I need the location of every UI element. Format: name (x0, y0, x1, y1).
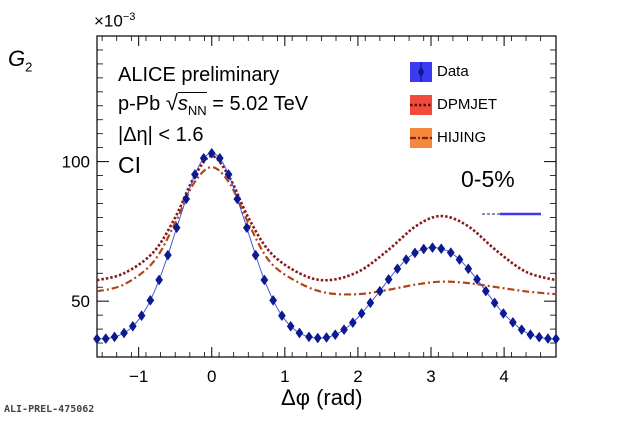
data-point (191, 169, 199, 180)
x-tick-label: −1 (129, 367, 148, 386)
x-tick-label: 0 (207, 367, 216, 386)
sqrt-s-sub: NN (187, 103, 207, 118)
data-point (428, 242, 437, 254)
legend-swatch-hijing (410, 128, 432, 148)
data-point (172, 222, 181, 234)
y-tick-label: 50 (71, 292, 90, 311)
system-label: p-Pb (118, 93, 161, 115)
x-axis-label: Δφ (rad) (281, 385, 363, 410)
data-point (526, 329, 535, 341)
data-point (393, 263, 402, 275)
x-tick-label: 3 (426, 367, 435, 386)
data-point (278, 310, 286, 322)
data-point (199, 152, 208, 164)
y-axis-label: G2 (8, 46, 33, 75)
data-point (163, 249, 172, 261)
data-point (128, 320, 137, 332)
y-tick-label: 100 (62, 153, 90, 172)
eta-cut-label: |Δη| < 1.6 (118, 124, 204, 146)
data-point (375, 285, 384, 297)
data-point (446, 247, 455, 259)
x-tick-label: 4 (499, 367, 508, 386)
data-point (499, 308, 508, 319)
data-point (508, 316, 517, 328)
data-point (322, 332, 331, 343)
data-point (313, 332, 322, 344)
series-layer (93, 147, 560, 345)
data-point (146, 294, 155, 306)
axis-ticks: −1 0 1 2 3 4 50 100 (62, 35, 556, 386)
x-tick-label: 2 (353, 367, 362, 386)
data-point (251, 249, 260, 261)
centrality-label: 0-5% (461, 166, 515, 192)
data-point (455, 254, 464, 266)
data-point (120, 327, 128, 339)
data-point (260, 274, 269, 286)
data-point (305, 331, 313, 343)
ci-label: CI (118, 152, 141, 178)
data-point (419, 243, 428, 255)
data-point (384, 273, 393, 285)
data-point (340, 324, 348, 336)
data-point (137, 310, 146, 322)
data-point (155, 274, 164, 286)
series-line-dpmjet (97, 154, 556, 282)
data-point (286, 320, 295, 332)
series-line-hijing (97, 166, 556, 296)
data-point (215, 152, 224, 164)
data-point (331, 329, 340, 341)
data-point (552, 333, 560, 345)
legend-marker-data (418, 66, 424, 78)
y-multiplier-exp: −3 (122, 11, 136, 23)
data-point (295, 327, 304, 339)
data-point (93, 333, 101, 345)
data-point (490, 297, 499, 309)
data-point (402, 254, 411, 266)
data-point (224, 169, 233, 180)
legend-label-dpmjet: DPMJET (437, 96, 497, 113)
data-point (242, 222, 251, 234)
data-point (535, 331, 544, 343)
data-point (544, 333, 552, 345)
data-point (207, 147, 216, 159)
system-energy-label: p-Pb √sNN = 5.02 TeV (118, 90, 309, 118)
data-point (269, 294, 278, 306)
data-point (517, 324, 526, 336)
x-tick-label: 1 (280, 367, 289, 386)
data-point (481, 285, 490, 297)
data-point (182, 193, 191, 205)
data-point (473, 273, 481, 285)
energy-label: = 5.02 TeV (212, 93, 309, 115)
data-point (437, 243, 446, 255)
data-point (357, 308, 366, 319)
experiment-label: ALICE preliminary (118, 64, 280, 86)
footer-id: ALI-PREL-475062 (4, 404, 95, 415)
y-axis-label-sub: 2 (25, 59, 33, 75)
data-point (411, 247, 419, 259)
legend (410, 62, 432, 148)
plot-frame (96, 35, 557, 358)
data-point (110, 331, 119, 343)
legend-label-hijing: HIJING (437, 129, 487, 146)
data-point (464, 263, 473, 275)
data-point (233, 193, 242, 205)
data-point (366, 297, 375, 309)
data-point (348, 317, 357, 329)
data-point (101, 333, 110, 345)
y-multiplier: ×10−3 (94, 11, 136, 31)
legend-label-data: Data (437, 63, 469, 80)
sqrt-s-label: sNN (177, 92, 207, 118)
